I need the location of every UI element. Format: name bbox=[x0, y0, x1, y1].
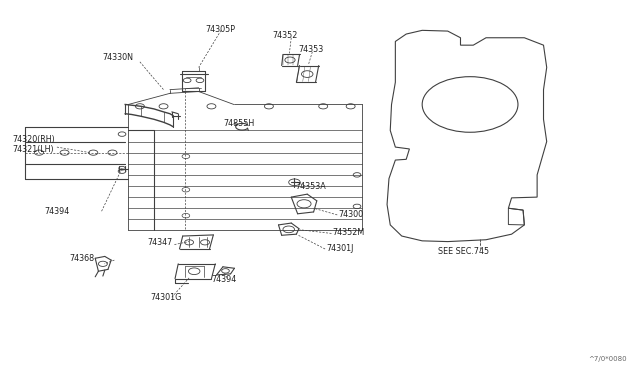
Text: 74855H: 74855H bbox=[223, 119, 254, 128]
Text: 74368: 74368 bbox=[70, 254, 95, 263]
Text: 74347: 74347 bbox=[148, 238, 173, 247]
Text: 74330N: 74330N bbox=[103, 52, 134, 61]
Text: SEE SEC.745: SEE SEC.745 bbox=[438, 247, 489, 256]
Text: 74394: 74394 bbox=[211, 275, 237, 284]
Text: 74352: 74352 bbox=[272, 31, 298, 41]
Text: 74301G: 74301G bbox=[151, 293, 182, 302]
Text: 74320(RH): 74320(RH) bbox=[12, 135, 55, 144]
Text: 74352M: 74352M bbox=[333, 228, 365, 237]
Text: 74305P: 74305P bbox=[205, 25, 235, 34]
Text: 74353A: 74353A bbox=[296, 182, 326, 191]
Text: ^7/0*0080: ^7/0*0080 bbox=[588, 356, 627, 362]
Text: 74394: 74394 bbox=[44, 207, 69, 216]
Text: 74300: 74300 bbox=[338, 210, 363, 219]
Text: 74353: 74353 bbox=[298, 45, 324, 54]
Text: 74321(LH): 74321(LH) bbox=[12, 145, 54, 154]
Text: 74301J: 74301J bbox=[326, 244, 354, 253]
